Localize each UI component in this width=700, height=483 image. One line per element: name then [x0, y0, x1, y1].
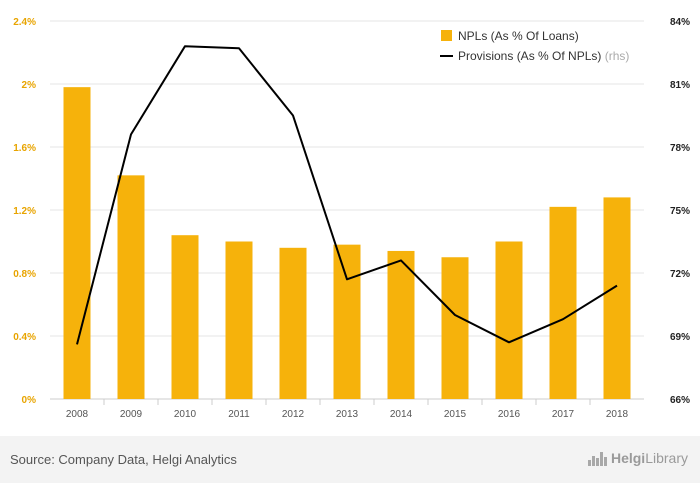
x-tick-label: 2009 — [120, 409, 143, 420]
left-tick-label: 1.2% — [13, 206, 36, 217]
footer: Source: Company Data, Helgi Analytics He… — [0, 436, 700, 483]
library-icon — [587, 450, 607, 466]
left-tick-label: 2% — [22, 80, 37, 91]
bar — [63, 87, 91, 400]
x-tick-label: 2016 — [498, 409, 521, 420]
right-tick-label: 72% — [670, 269, 690, 280]
left-axis: 0% 0.4% 0.8% 1.2% 1.6% 2% 2.4% — [13, 17, 36, 406]
bar — [495, 241, 523, 399]
left-tick-label: 0% — [22, 395, 37, 406]
bar — [441, 257, 469, 399]
right-axis: 66% 69% 72% 75% 78% 81% 84% — [670, 17, 690, 406]
legend-label-npls: NPLs (As % Of Loans) — [458, 29, 579, 43]
legend: NPLs (As % Of Loans) Provisions (As % Of … — [440, 29, 629, 63]
legend-rhs-suffix: (rhs) — [605, 49, 630, 63]
bar — [117, 175, 145, 399]
brand-suffix: Library — [645, 450, 688, 466]
left-tick-label: 1.6% — [13, 143, 36, 154]
right-tick-label: 78% — [670, 143, 690, 154]
bar — [603, 197, 631, 399]
bar — [333, 244, 361, 399]
left-tick-label: 0.8% — [13, 269, 36, 280]
brand-logo: HelgiLibrary — [587, 450, 688, 466]
chart-svg: 0% 0.4% 0.8% 1.2% 1.6% 2% 2.4% 66% 69% 72% 75% 78%… — [13, 17, 690, 420]
left-tick-label: 2.4% — [13, 17, 36, 28]
legend-label-provisions: Provisions (As % Of NPLs) (rhs) — [458, 49, 629, 63]
bar — [279, 247, 307, 399]
x-tick-label: 2012 — [282, 409, 305, 420]
right-tick-label: 66% — [670, 395, 690, 406]
x-tick-label: 2011 — [228, 409, 250, 420]
x-tick-label: 2018 — [606, 409, 629, 420]
x-tick-label: 2015 — [444, 409, 467, 420]
x-tick-label: 2013 — [336, 409, 359, 420]
x-tick-label: 2017 — [552, 409, 575, 420]
legend-swatch-bar — [441, 30, 452, 41]
x-axis: 2008 2009 2010 2011 2012 2013 2014 2015 2016 2017… — [66, 399, 629, 420]
bar — [171, 235, 199, 399]
line-layer — [76, 45, 618, 345]
source-text: Source: Company Data, Helgi Analytics — [10, 452, 237, 467]
left-tick-label: 0.4% — [13, 332, 36, 343]
right-tick-label: 69% — [670, 332, 690, 343]
provisions-line — [76, 45, 618, 345]
bar-layer — [63, 87, 631, 400]
x-tick-label: 2010 — [174, 409, 197, 420]
bar — [225, 241, 253, 399]
bar — [549, 206, 577, 399]
brand-text: HelgiLibrary — [611, 450, 688, 466]
bar — [387, 250, 415, 399]
right-tick-label: 81% — [670, 80, 690, 91]
right-tick-label: 75% — [670, 206, 690, 217]
right-tick-label: 84% — [670, 17, 690, 28]
x-tick-label: 2014 — [390, 409, 413, 420]
x-tick-label: 2008 — [66, 409, 89, 420]
brand-prefix: Helgi — [610, 450, 646, 466]
